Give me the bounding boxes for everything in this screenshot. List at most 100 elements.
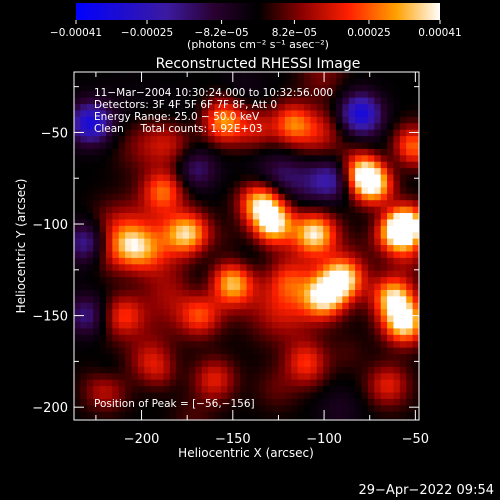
- image-pixel: [195, 232, 203, 240]
- image-pixel: [399, 386, 407, 394]
- image-pixel: [214, 136, 222, 144]
- image-pixel: [176, 245, 184, 253]
- image-pixel: [201, 245, 209, 253]
- image-pixel: [310, 418, 318, 420]
- image-pixel: [169, 251, 177, 259]
- image-pixel: [246, 386, 254, 394]
- image-pixel: [399, 161, 407, 169]
- image-pixel: [406, 104, 414, 112]
- image-pixel: [259, 155, 267, 163]
- image-pixel: [291, 405, 299, 413]
- image-pixel: [284, 354, 292, 362]
- image-pixel: [131, 296, 139, 304]
- image-pixel: [412, 289, 419, 297]
- image-pixel: [284, 341, 292, 349]
- image-pixel: [93, 161, 101, 169]
- image-pixel: [80, 155, 88, 163]
- image-pixel: [329, 354, 337, 362]
- image-pixel: [182, 148, 190, 156]
- image-pixel: [304, 91, 311, 99]
- image-pixel: [246, 251, 254, 259]
- image-pixel: [214, 411, 222, 419]
- image-pixel: [105, 219, 113, 227]
- image-pixel: [380, 219, 388, 227]
- image-pixel: [406, 322, 414, 330]
- image-pixel: [412, 238, 419, 246]
- image-pixel: [131, 161, 139, 169]
- image-pixel: [118, 245, 126, 253]
- image-pixel: [233, 78, 241, 86]
- image-pixel: [112, 232, 120, 240]
- image-pixel: [112, 386, 120, 394]
- image-pixel: [150, 366, 158, 374]
- image-pixel: [144, 398, 152, 406]
- image-pixel: [214, 142, 222, 150]
- image-pixel: [329, 78, 337, 86]
- image-pixel: [125, 136, 133, 144]
- image-pixel: [272, 193, 280, 201]
- image-pixel: [182, 161, 190, 169]
- image-pixel: [163, 180, 171, 188]
- image-pixel: [361, 200, 369, 208]
- image-pixel: [380, 315, 388, 323]
- image-pixel: [74, 213, 81, 221]
- image-pixel: [74, 328, 81, 336]
- image-pixel: [412, 257, 419, 265]
- image-pixel: [144, 379, 152, 387]
- image-pixel: [150, 251, 158, 259]
- image-pixel: [297, 309, 305, 317]
- image-pixel: [157, 366, 165, 374]
- image-pixel: [74, 206, 81, 214]
- image-pixel: [80, 328, 88, 336]
- image-pixel: [272, 251, 280, 259]
- image-pixel: [355, 78, 363, 86]
- image-pixel: [304, 206, 311, 214]
- image-pixel: [284, 161, 292, 169]
- image-pixel: [144, 411, 152, 419]
- image-pixel: [323, 405, 331, 413]
- image-pixel: [157, 155, 165, 163]
- image-pixel: [227, 225, 235, 233]
- image-pixel: [323, 392, 331, 400]
- image-pixel: [259, 386, 267, 394]
- image-pixel: [387, 180, 395, 188]
- image-pixel: [144, 277, 152, 285]
- image-pixel: [323, 283, 331, 291]
- image-pixel: [335, 405, 343, 413]
- image-pixel: [86, 373, 94, 381]
- image-pixel: [393, 193, 401, 201]
- image-pixel: [240, 104, 248, 112]
- image-pixel: [144, 213, 152, 221]
- image-pixel: [323, 193, 331, 201]
- image-pixel: [118, 398, 126, 406]
- image-pixel: [233, 245, 241, 253]
- image-pixel: [214, 84, 222, 92]
- image-pixel: [335, 328, 343, 336]
- image-pixel: [399, 302, 407, 310]
- image-pixel: [99, 405, 107, 413]
- image-pixel: [214, 245, 222, 253]
- image-pixel: [80, 386, 88, 394]
- image-pixel: [131, 283, 139, 291]
- image-pixel: [406, 116, 414, 124]
- image-pixel: [99, 277, 107, 285]
- image-pixel: [323, 296, 331, 304]
- image-pixel: [137, 193, 145, 201]
- image-pixel: [233, 180, 241, 188]
- image-pixel: [131, 289, 139, 297]
- image-pixel: [201, 155, 209, 163]
- image-pixel: [105, 213, 113, 221]
- image-pixel: [361, 418, 369, 420]
- image-pixel: [195, 322, 203, 330]
- image-pixel: [329, 366, 337, 374]
- image-pixel: [80, 193, 88, 201]
- image-pixel: [412, 251, 419, 259]
- image-pixel: [297, 411, 305, 419]
- image-pixel: [355, 302, 363, 310]
- image-pixel: [380, 270, 388, 278]
- image-pixel: [348, 129, 356, 137]
- image-pixel: [189, 328, 196, 336]
- image-pixel: [80, 238, 88, 246]
- image-pixel: [329, 289, 337, 297]
- image-pixel: [189, 366, 196, 374]
